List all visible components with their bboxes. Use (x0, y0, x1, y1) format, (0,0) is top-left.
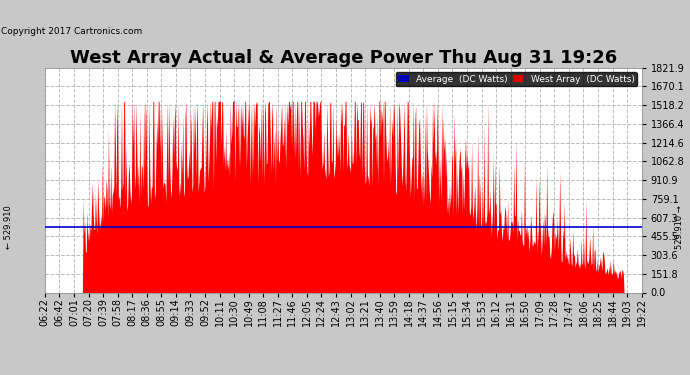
Text: Copyright 2017 Cartronics.com: Copyright 2017 Cartronics.com (1, 27, 143, 36)
Text: 529.910 →: 529.910 → (675, 205, 684, 249)
Title: West Array Actual & Average Power Thu Aug 31 19:26: West Array Actual & Average Power Thu Au… (70, 50, 617, 68)
Legend: Average  (DC Watts), West Array  (DC Watts): Average (DC Watts), West Array (DC Watts… (395, 72, 637, 86)
Text: ← 529.910: ← 529.910 (3, 205, 13, 249)
